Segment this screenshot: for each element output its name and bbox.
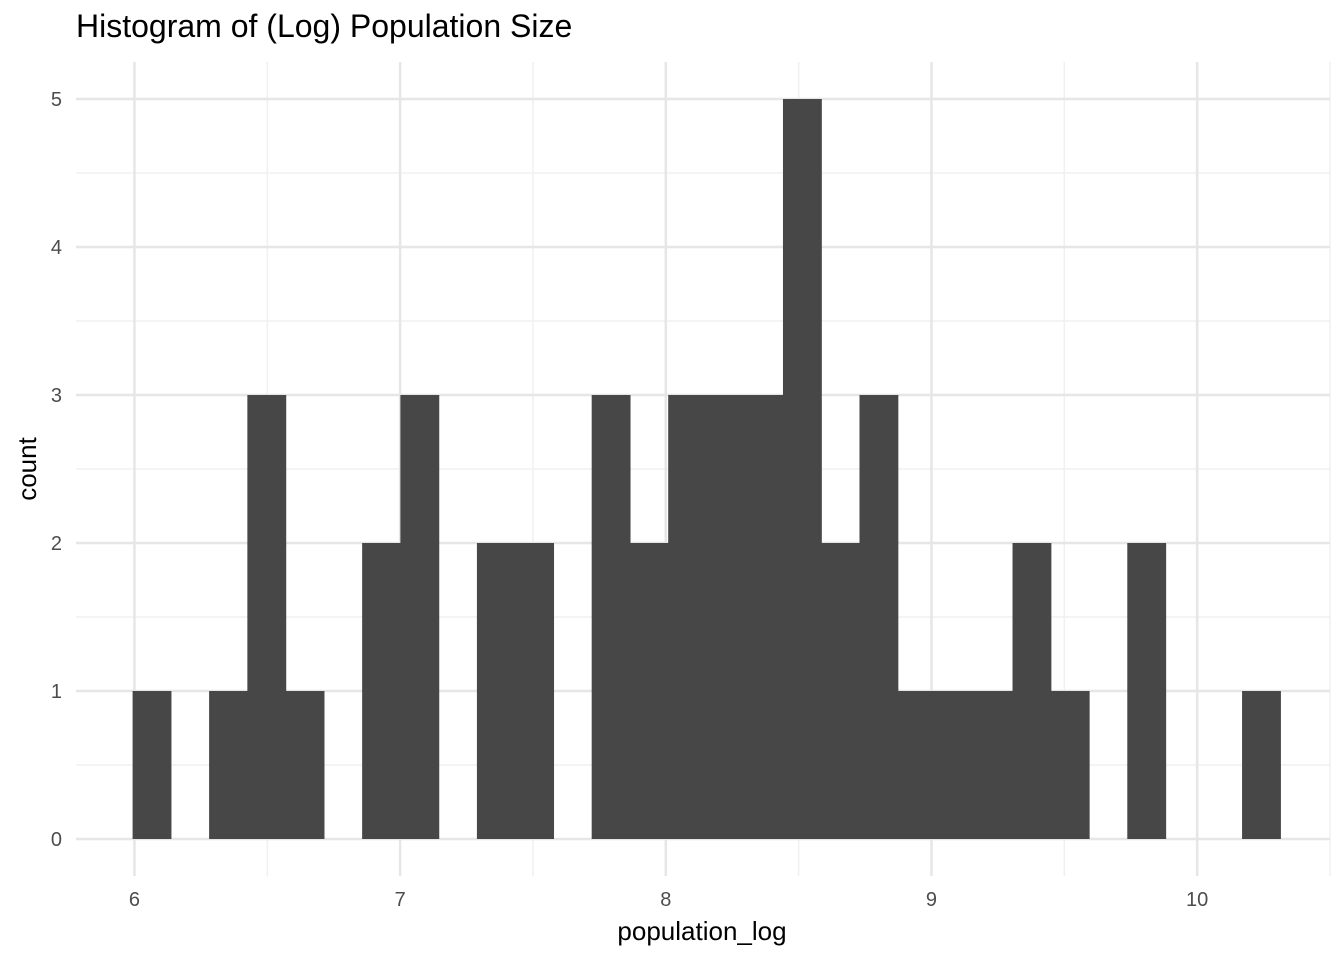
histogram-bar: [247, 395, 287, 839]
x-axis-title: population_log: [617, 916, 786, 946]
histogram-bar: [897, 691, 937, 839]
histogram-bar: [515, 543, 555, 839]
histogram-bars: [132, 99, 1281, 839]
histogram-bar: [362, 543, 401, 839]
histogram-bar: [400, 395, 440, 839]
x-tick-label: 9: [926, 889, 937, 911]
y-axis-tick-labels: 0 1 2 3 4 5: [51, 89, 62, 851]
histogram-bar: [935, 691, 975, 839]
histogram-bar: [706, 395, 746, 839]
histogram-bar: [974, 691, 1014, 839]
x-tick-label: 6: [129, 889, 140, 911]
histogram-bar: [1242, 691, 1281, 839]
x-tick-label: 7: [395, 889, 406, 911]
y-tick-label: 1: [51, 681, 62, 703]
histogram-bar: [821, 543, 861, 839]
histogram-bar: [859, 395, 899, 839]
histogram-bar: [1050, 691, 1090, 839]
y-tick-label: 4: [51, 237, 62, 259]
y-axis-title: count: [12, 436, 42, 500]
y-tick-label: 2: [51, 533, 62, 555]
histogram-bar: [476, 543, 516, 839]
histogram-bar: [1127, 543, 1167, 839]
histogram-bar: [744, 395, 784, 839]
histogram-bar: [629, 543, 669, 839]
x-axis-tick-labels: 6 7 8 9 10: [129, 889, 1208, 911]
histogram-bar: [132, 691, 172, 839]
histogram-bar: [209, 691, 248, 839]
y-tick-label: 0: [51, 829, 62, 851]
x-tick-label: 8: [660, 889, 671, 911]
histogram-bar: [782, 99, 822, 839]
y-tick-label: 3: [51, 385, 62, 407]
histogram-bar: [285, 691, 325, 839]
y-tick-label: 5: [51, 89, 62, 111]
x-tick-label: 10: [1186, 889, 1208, 911]
histogram-bar: [1012, 543, 1052, 839]
histogram-bar: [591, 395, 631, 839]
chart-title: Histogram of (Log) Population Size: [76, 8, 573, 44]
histogram-bar: [668, 395, 708, 839]
